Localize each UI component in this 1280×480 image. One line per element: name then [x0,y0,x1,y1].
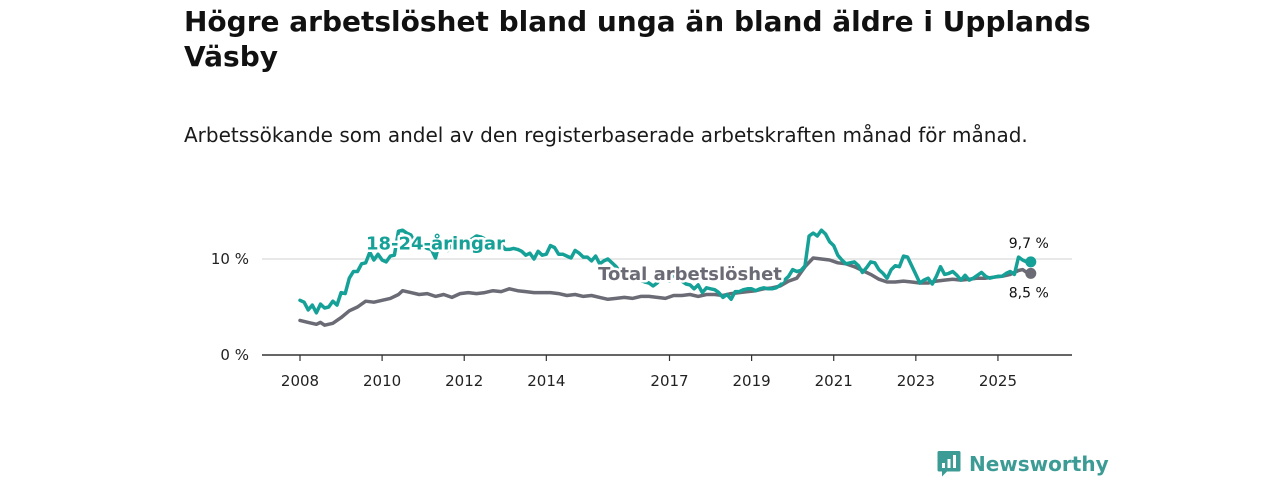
chart-subtitle: Arbetssökande som andel av den registerb… [184,123,1028,147]
series-label: 18-24-åringar [366,232,505,254]
newsworthy-brand[interactable]: Newsworthy [937,449,1109,479]
x-axis: 2008 2010 2012 2014 2017 2019 2021 2023 2025 [281,355,1017,390]
chart-title: Högre arbetslöshet bland unga än bland ä… [184,5,1091,73]
series-end-point [1025,256,1037,268]
series-label: Total arbetslöshet [598,264,782,285]
y-tick-label: 10 % [211,250,249,268]
series-labels: 18-24-åringar Total arbetslöshet 9,7 % 8,5 … [363,230,1050,304]
x-tick-label: 2023 [897,372,935,390]
series-line-total-arbetsl-shet [298,256,1033,327]
x-tick-label: 2010 [363,372,401,390]
x-tick-label: 2019 [733,372,771,390]
end-value-label: 9,7 % [1009,236,1049,252]
x-tick-label: 2008 [281,372,319,390]
x-tick-label: 2012 [445,372,483,390]
y-tick-label: 0 % [220,346,249,364]
x-tick-label: 2021 [815,372,853,390]
brand-name: Newsworthy [969,452,1109,476]
series-line-18-24-ringar [298,228,1033,315]
series-lines [298,228,1037,327]
y-axis: 0 % 10 % [211,250,249,364]
x-tick-label: 2017 [650,372,688,390]
series-end-point [1025,267,1037,279]
x-tick-label: 2014 [527,372,565,390]
x-tick-label: 2025 [979,372,1017,390]
newsworthy-logo-icon [937,451,961,477]
end-value-label: 8,5 % [1009,285,1049,301]
